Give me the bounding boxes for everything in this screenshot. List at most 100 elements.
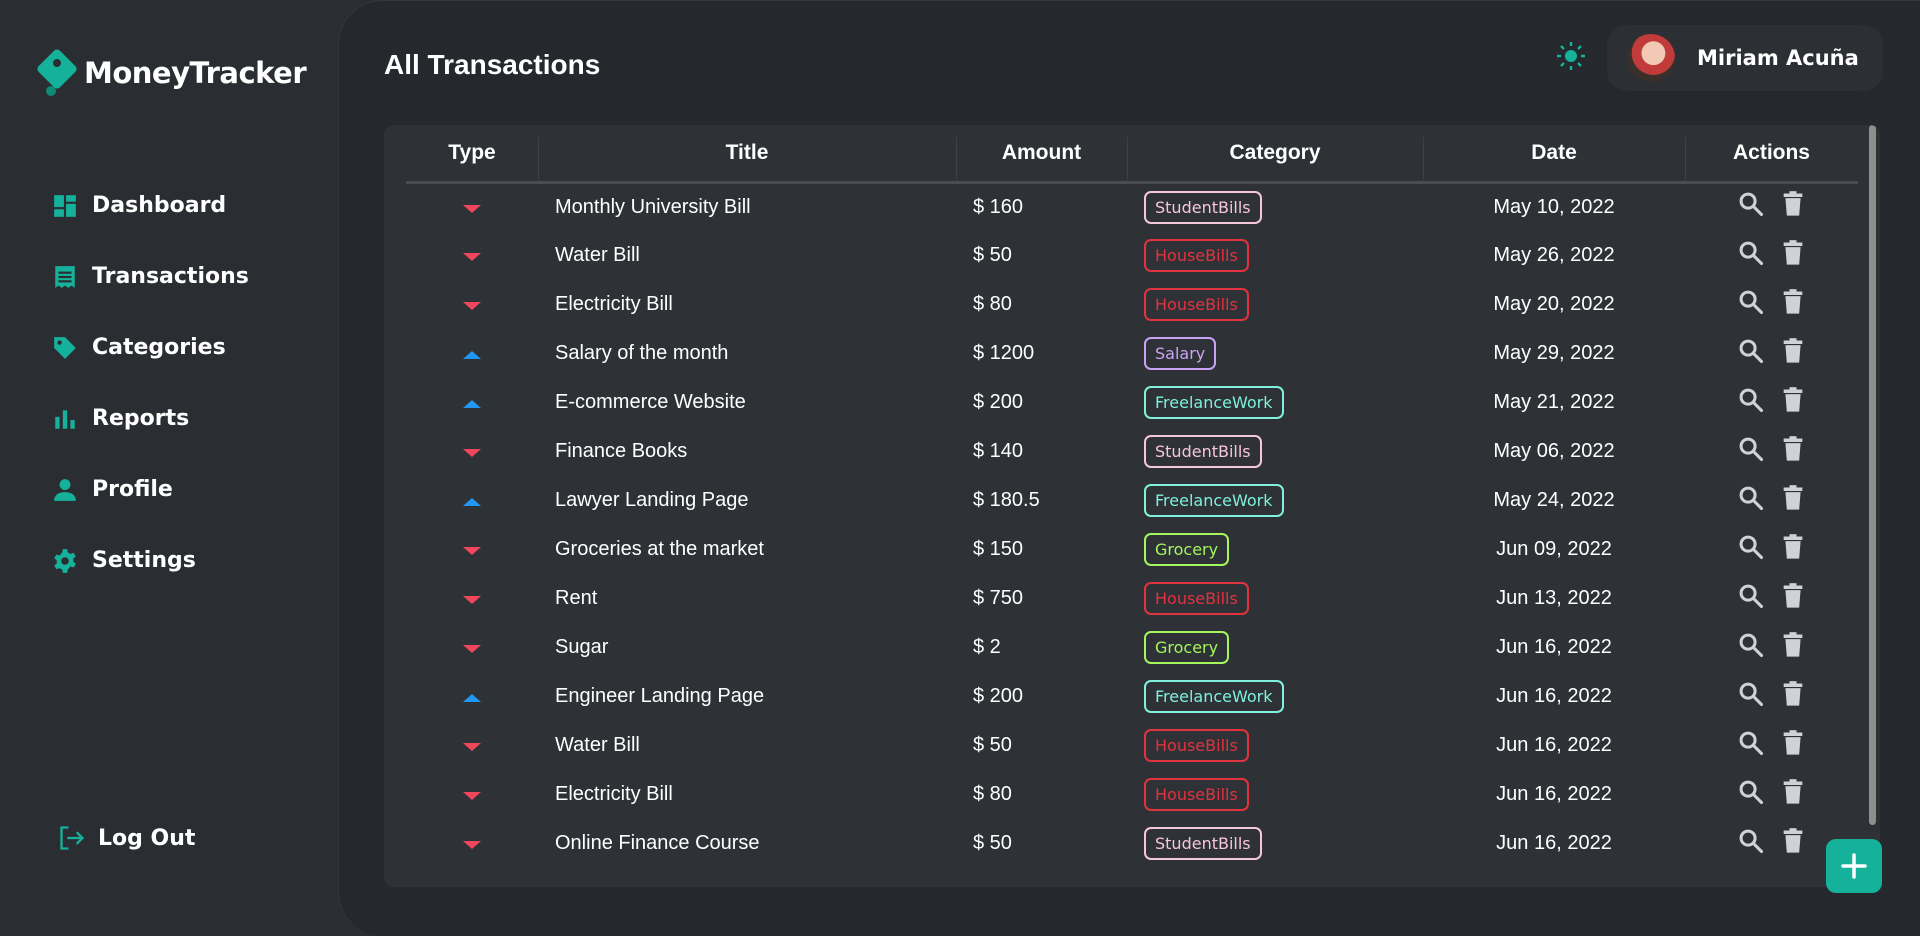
bar-chart-icon	[55, 409, 75, 429]
actions-cell	[1685, 574, 1858, 623]
sidebar-item-dashboard[interactable]: Dashboard	[52, 170, 249, 241]
trash-icon[interactable]	[1779, 533, 1807, 561]
actions-cell	[1685, 231, 1858, 280]
main-panel: All Transactions Miriam Acuña Type Title…	[338, 0, 1920, 936]
search-icon[interactable]	[1737, 631, 1765, 659]
wallet-tag-logo-icon	[37, 49, 77, 96]
table-row[interactable]: Monthly University Bill $ 160 StudentBil…	[406, 182, 1858, 231]
category-cell: FreelanceWork	[1127, 672, 1423, 721]
search-icon[interactable]	[1737, 337, 1765, 365]
search-icon[interactable]	[1737, 239, 1765, 267]
dashboard-icon	[54, 194, 76, 217]
amount-cell: $ 2	[973, 636, 1001, 658]
title-cell: Electricity Bill	[555, 783, 673, 805]
title-cell: Electricity Bill	[555, 293, 673, 315]
sidebar-item-profile[interactable]: Profile	[52, 454, 249, 525]
column-header-title[interactable]: Title	[538, 125, 956, 184]
date-cell: Jun 13, 2022	[1496, 587, 1612, 609]
type-cell	[406, 574, 538, 623]
column-header-date[interactable]: Date	[1423, 125, 1685, 184]
search-icon[interactable]	[1737, 484, 1765, 512]
add-transaction-button[interactable]	[1826, 839, 1882, 893]
sidebar-item-label: Profile	[92, 477, 173, 502]
table-row[interactable]: Rent $ 750 HouseBills Jun 13, 2022	[406, 574, 1858, 623]
search-icon[interactable]	[1737, 827, 1765, 855]
trash-icon[interactable]	[1779, 680, 1807, 708]
search-icon[interactable]	[1737, 190, 1765, 218]
trash-icon[interactable]	[1779, 827, 1807, 855]
title-cell: Sugar	[555, 636, 609, 658]
sidebar-item-categories[interactable]: Categories	[52, 312, 249, 383]
sidebar: MoneyTracker Dashboard Transactions Cate…	[0, 0, 338, 936]
type-cell	[406, 182, 538, 231]
title-cell: Online Finance Course	[555, 832, 760, 854]
trash-icon[interactable]	[1779, 386, 1807, 414]
category-badge: StudentBills	[1144, 190, 1262, 224]
sidebar-item-reports[interactable]: Reports	[52, 383, 249, 454]
search-icon[interactable]	[1737, 288, 1765, 316]
table-row[interactable]: Salary of the month $ 1200 Salary May 29…	[406, 329, 1858, 378]
column-header-category[interactable]: Category	[1127, 125, 1423, 184]
app-logo[interactable]: MoneyTracker	[32, 48, 307, 98]
category-badge: FreelanceWork	[1144, 386, 1284, 419]
trash-icon[interactable]	[1779, 729, 1807, 757]
trash-icon[interactable]	[1779, 239, 1807, 267]
table-row[interactable]: Water Bill $ 50 HouseBills Jun 16, 2022	[406, 721, 1858, 770]
search-icon[interactable]	[1737, 729, 1765, 757]
table-row[interactable]: Water Bill $ 50 HouseBills May 26, 2022	[406, 231, 1858, 280]
search-icon[interactable]	[1737, 778, 1765, 806]
category-cell: FreelanceWork	[1127, 378, 1423, 427]
search-icon[interactable]	[1737, 582, 1765, 610]
trash-icon[interactable]	[1779, 190, 1807, 218]
table-row[interactable]: Electricity Bill $ 80 HouseBills May 20,…	[406, 280, 1858, 329]
trash-icon[interactable]	[1779, 778, 1807, 806]
sun-icon[interactable]	[1555, 40, 1587, 72]
table-row[interactable]: Online Finance Course $ 50 StudentBills …	[406, 819, 1858, 868]
trash-icon[interactable]	[1779, 631, 1807, 659]
category-badge: Grocery	[1144, 631, 1230, 664]
table-row[interactable]: E-commerce Website $ 200 FreelanceWork M…	[406, 378, 1858, 427]
table-row[interactable]: Lawyer Landing Page $ 180.5 FreelanceWor…	[406, 476, 1858, 525]
date-cell: Jun 16, 2022	[1496, 685, 1612, 707]
category-cell: FreelanceWork	[1127, 476, 1423, 525]
actions-cell	[1685, 329, 1858, 378]
search-icon[interactable]	[1737, 386, 1765, 414]
title-cell: E-commerce Website	[555, 391, 746, 413]
type-cell	[406, 525, 538, 574]
arrow-down-icon	[463, 841, 481, 849]
table-row[interactable]: Finance Books $ 140 StudentBills May 06,…	[406, 427, 1858, 476]
app-name: MoneyTracker	[84, 56, 307, 90]
search-icon[interactable]	[1737, 435, 1765, 463]
search-icon[interactable]	[1737, 680, 1765, 708]
type-cell	[406, 672, 538, 721]
column-header-type[interactable]: Type	[406, 125, 538, 184]
amount-cell: $ 200	[973, 391, 1024, 413]
title-cell: Engineer Landing Page	[555, 685, 765, 707]
logout-button[interactable]: Log Out	[58, 824, 195, 852]
amount-cell: $ 160	[973, 195, 1024, 218]
trash-icon[interactable]	[1779, 435, 1807, 463]
arrow-down-icon	[463, 253, 481, 261]
table-row[interactable]: Groceries at the market $ 150 Grocery Ju…	[406, 525, 1858, 574]
type-cell	[406, 476, 538, 525]
category-badge: HouseBills	[1144, 729, 1249, 762]
search-icon[interactable]	[1737, 533, 1765, 561]
trash-icon[interactable]	[1779, 582, 1807, 610]
trash-icon[interactable]	[1779, 288, 1807, 316]
table-row[interactable]: Electricity Bill $ 80 HouseBills Jun 16,…	[406, 770, 1858, 819]
title-cell: Finance Books	[555, 440, 688, 462]
trash-icon[interactable]	[1779, 484, 1807, 512]
date-cell: May 10, 2022	[1493, 195, 1615, 218]
trash-icon[interactable]	[1779, 337, 1807, 365]
amount-cell: $ 750	[973, 587, 1024, 609]
table-row[interactable]: Sugar $ 2 Grocery Jun 16, 2022	[406, 623, 1858, 672]
column-header-amount[interactable]: Amount	[956, 125, 1127, 184]
user-menu[interactable]: Miriam Acuña	[1607, 25, 1883, 91]
sidebar-item-transactions[interactable]: Transactions	[52, 241, 249, 312]
table-row[interactable]: Engineer Landing Page $ 200 FreelanceWor…	[406, 672, 1858, 721]
arrow-down-icon	[463, 645, 481, 653]
arrow-down-icon	[463, 204, 481, 213]
table-scrollbar[interactable]	[1869, 125, 1876, 825]
page-title: All Transactions	[384, 49, 601, 80]
sidebar-item-settings[interactable]: Settings	[52, 525, 249, 596]
